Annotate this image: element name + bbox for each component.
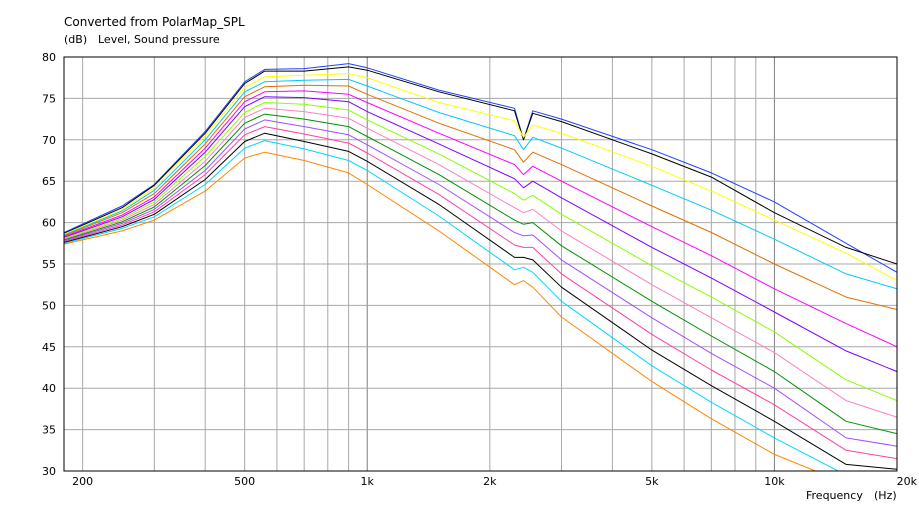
y-tick-label: 45 — [42, 341, 56, 354]
x-tick-label: 5k — [645, 475, 659, 488]
y-tick-label: 60 — [42, 217, 56, 230]
series-line-4 — [64, 78, 897, 290]
y-axis-unit: (dB) — [64, 33, 87, 46]
series-line-12 — [64, 126, 897, 460]
y-tick-label: 50 — [42, 299, 56, 312]
x-tick-label: 500 — [234, 475, 255, 488]
y-tick-label: 80 — [42, 51, 56, 64]
y-tick-label: 55 — [42, 258, 56, 271]
x-tick-label: 10k — [764, 475, 785, 488]
x-tick-labels: 200 500 1k 2k 5k 10k 20k — [72, 475, 917, 488]
series-line-2 — [64, 66, 897, 265]
series-line-11 — [64, 119, 897, 447]
x-tick-label: 20k — [897, 475, 918, 488]
x-tick-label: 1k — [361, 475, 375, 488]
series-layer — [64, 63, 897, 471]
y-tick-label: 35 — [42, 424, 56, 437]
series-line-10 — [64, 113, 897, 435]
series-line-5 — [64, 84, 897, 310]
y-tick-label: 40 — [42, 382, 56, 395]
series-line-14 — [64, 140, 840, 471]
y-axis-label: Level, Sound pressure — [98, 33, 220, 46]
chart-title: Converted from PolarMap_SPL — [64, 15, 245, 29]
x-tick-label: 200 — [72, 475, 93, 488]
x-tick-label: 2k — [483, 475, 497, 488]
y-tick-label: 65 — [42, 175, 56, 188]
series-line-13 — [64, 132, 897, 470]
x-axis-label: Frequency — [806, 489, 863, 502]
series-line-1 — [64, 63, 897, 273]
series-line-8 — [64, 102, 897, 402]
series-line-3 — [64, 73, 897, 282]
grid — [64, 56, 898, 472]
plot-frame — [63, 56, 898, 472]
series-line-15 — [64, 151, 817, 471]
y-tick-label: 30 — [42, 465, 56, 478]
series-line-7 — [64, 96, 897, 373]
series-line-9 — [64, 107, 897, 418]
series-line-6 — [64, 90, 897, 348]
y-tick-label: 75 — [42, 92, 56, 105]
y-tick-label: 70 — [42, 134, 56, 147]
x-axis-unit: (Hz) — [874, 489, 897, 502]
y-tick-labels: 30 35 40 45 50 55 60 65 70 75 80 — [42, 51, 56, 478]
